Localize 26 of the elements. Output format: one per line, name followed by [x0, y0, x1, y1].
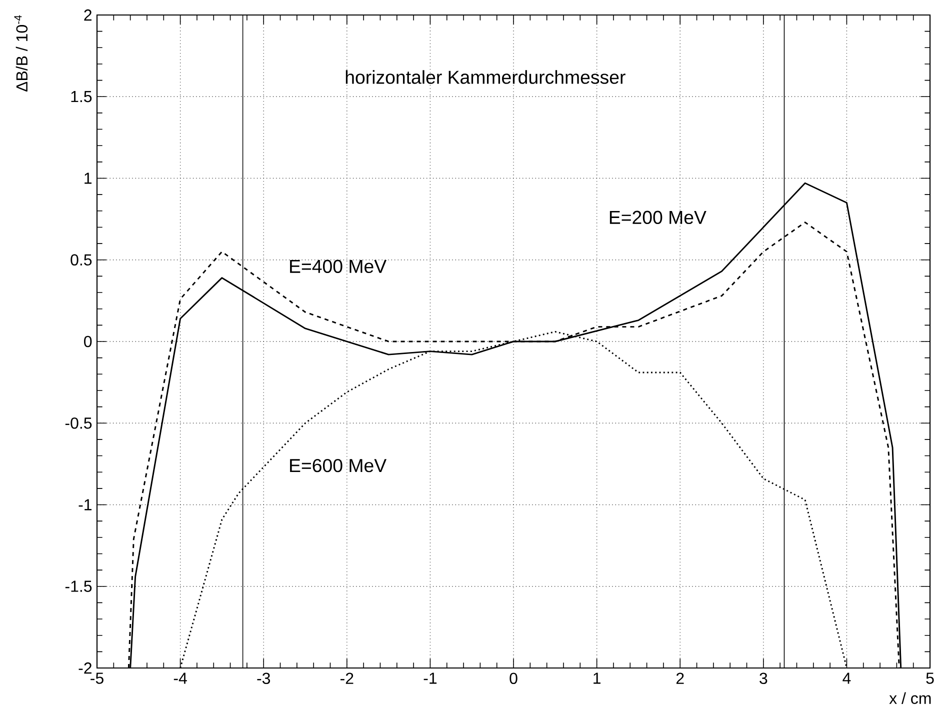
- x-tick-label: 3: [760, 672, 768, 684]
- x-tick-label: -4: [174, 672, 187, 684]
- y-tick-label: 1.5: [71, 91, 92, 102]
- y-tick-label: 0: [84, 336, 92, 348]
- y-tick-label: 1: [84, 172, 92, 184]
- y-tick-label: -0.5: [65, 417, 92, 429]
- x-tick-label: -5: [90, 672, 104, 684]
- y-tick-label: 0.5: [70, 254, 92, 266]
- x-tick-label: 4: [842, 672, 851, 684]
- x-tick-label: -2: [340, 672, 354, 684]
- x-tick-label: 0: [510, 672, 518, 684]
- text: E=200 MeV: [610, 210, 706, 224]
- y-tick-label: 2: [84, 9, 92, 21]
- x-tick-label: -3: [257, 672, 270, 684]
- series-label: E=600 MeV: [290, 458, 386, 472]
- x-tick-label: -1: [424, 672, 437, 684]
- series-label: E=400 MeV: [290, 260, 386, 274]
- x-tick-label: 5: [926, 672, 934, 684]
- text: horizontaler Kammerdurchmesser: [346, 70, 626, 84]
- x-tick-label: 1: [594, 672, 600, 684]
- y-tick-label: -1: [78, 499, 92, 510]
- y-tick-label: -1.5: [65, 580, 92, 592]
- x-axis-title: x / cm: [889, 692, 931, 704]
- y-tick-label: -2: [78, 662, 92, 674]
- x-tick-label: 2: [676, 672, 684, 684]
- y-axis-title: ΔB/B / 10$^{-4}$: [14, 15, 28, 92]
